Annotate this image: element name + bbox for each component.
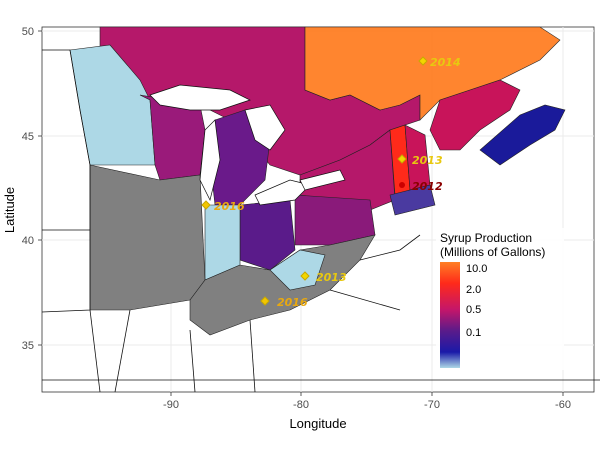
marker-vermont [397, 154, 407, 164]
marker-wv [300, 271, 310, 281]
y-tick-label: 50 [22, 26, 34, 38]
y-tick-label: 35 [22, 340, 34, 352]
state-borders [41, 49, 600, 393]
marker-illinois [201, 200, 211, 210]
x-tick-label: -90 [163, 399, 179, 411]
annotation-label: 2016 [214, 200, 245, 213]
marker-kentucky [260, 296, 270, 306]
x-tick-label: -60 [555, 399, 571, 411]
region-maine [429, 79, 521, 151]
legend-tick: 10.0 [466, 263, 487, 275]
annotation-label: 2012 [412, 180, 443, 193]
x-axis-title: Longitude [289, 416, 346, 431]
y-tick-label: 45 [22, 131, 34, 143]
annotation-label: 2013 [316, 271, 347, 284]
region-iowa-illinois [89, 164, 206, 311]
annotation-label: 2016 [277, 296, 308, 309]
region-kentucky [189, 234, 376, 336]
region-massachusetts [389, 184, 436, 216]
x-tick-label: -80 [293, 399, 309, 411]
legend: Syrup Production (Millions of Gallons) 1… [436, 228, 564, 370]
y-axis-title: Latitude [2, 187, 17, 233]
legend-title-line1: Syrup Production [440, 231, 532, 245]
annotation-label: 2013 [412, 154, 443, 167]
y-tick-label: 40 [22, 235, 34, 247]
region-west-virginia [269, 249, 326, 291]
annotation-label: 2014 [430, 56, 461, 69]
marker-mass [399, 182, 405, 188]
region-quebec [304, 26, 561, 121]
legend-tick: 0.1 [466, 327, 481, 339]
legend-colorbar [440, 262, 460, 368]
great-lakes [149, 84, 346, 206]
legend-title-line2: (Millions of Gallons) [440, 245, 545, 259]
annotation-markers [201, 56, 428, 306]
x-tick-label: -70 [424, 399, 440, 411]
axis-ticks [38, 30, 564, 396]
marker-quebec [418, 56, 428, 66]
legend-tick: 2.0 [466, 284, 481, 296]
annotation-labels: 2014 2013 2012 2016 2016 2013 [214, 56, 461, 309]
legend-tick: 0.5 [466, 304, 481, 316]
region-nova-scotia [479, 104, 566, 166]
